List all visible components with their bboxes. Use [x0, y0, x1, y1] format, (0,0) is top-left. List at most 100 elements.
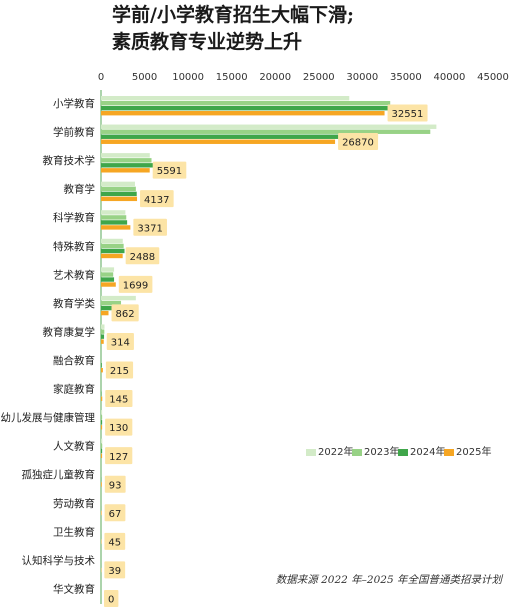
category-label: 华文教育	[53, 582, 95, 595]
data-label-融合教育: 215	[110, 366, 129, 377]
category-label: 融合教育	[53, 354, 95, 367]
category-label: 小学教育	[53, 97, 95, 110]
bar-2024年-特殊教育	[101, 248, 125, 254]
bar-2025年-幼儿发展与健康管理	[101, 425, 103, 430]
category-label: 教育学	[64, 183, 96, 196]
data-label-特殊教育: 2488	[130, 252, 155, 263]
bar-2024年-人文教育	[101, 448, 103, 454]
bar-2024年-教育康复学	[101, 334, 105, 339]
x-tick-label: 20000	[259, 72, 291, 83]
data-label-艺术教育: 1699	[123, 280, 148, 291]
data-label-box	[111, 304, 139, 322]
category-label: 教育康复学	[43, 325, 96, 338]
x-tick-label: 45000	[477, 72, 509, 83]
data-label-box	[104, 504, 126, 522]
bar-2023年-幼儿发展与健康管理	[101, 415, 103, 420]
data-label-教育学类: 862	[116, 309, 135, 320]
legend-swatch-2023年	[352, 449, 362, 456]
chart-title: 学前/小学教育招生大幅下滑; 素质教育专业逆势上升	[112, 2, 354, 56]
category-label: 教育技术学	[43, 154, 96, 167]
data-label-认知科学与技术: 39	[108, 566, 121, 577]
bar-2022年-人文教育	[101, 438, 103, 444]
bar-2025年-小学教育	[101, 111, 385, 116]
category-label: 艺术教育	[53, 268, 95, 281]
bar-2023年-特殊教育	[101, 243, 124, 249]
bar-2025年-艺术教育	[101, 282, 116, 287]
x-tick-label: 30000	[346, 72, 378, 83]
category-label: 家庭教育	[53, 383, 95, 396]
category-label: 特殊教育	[53, 240, 95, 253]
bar-2022年-教育康复学	[101, 324, 105, 329]
bar-2022年-教育学	[101, 181, 135, 187]
bars	[101, 96, 437, 573]
legend-label-2025年: 2025年	[456, 445, 491, 458]
bar-2025年-融合教育	[101, 368, 103, 373]
bar-2024年-艺术教育	[101, 277, 115, 282]
bar-2025年-学前教育	[101, 139, 336, 144]
data-label-box	[104, 475, 126, 493]
bar-2022年-教育技术学	[101, 153, 150, 158]
legend-label-2023年: 2023年	[364, 445, 399, 458]
data-label-小学教育: 32551	[392, 109, 424, 120]
data-label-幼儿发展与健康管理: 130	[109, 423, 128, 434]
chart-title-line-2: 素质教育专业逆势上升	[112, 31, 303, 53]
bar-2023年-教育康复学	[101, 329, 105, 334]
chart-title-line-1: 学前/小学教育招生大幅下滑;	[112, 4, 354, 26]
bar-2024年-孤独症儿童教育	[101, 477, 102, 482]
category-label: 劳动教育	[53, 497, 95, 510]
x-tick-label: 0	[98, 72, 104, 83]
bar-2024年-科学教育	[101, 220, 128, 225]
category-labels: 小学教育学前教育教育技术学教育学科学教育特殊教育艺术教育教育学类教育康复学融合教…	[1, 97, 96, 595]
x-axis-ticks: 0 5000 10000 15000 20000 25000 30000 35000 40000…	[98, 72, 509, 83]
legend-swatch-2025年	[444, 449, 454, 456]
bar-2023年-艺术教育	[101, 272, 114, 277]
category-label: 人文教育	[53, 440, 95, 453]
data-label-box	[105, 361, 134, 379]
legend: 2022年 2023年 2024年 2025年	[306, 445, 491, 458]
data-label-box	[104, 589, 119, 607]
bar-2022年-幼儿发展与健康管理	[101, 410, 103, 415]
data-labels: 32551 26870 5591 4137 3371 2488 1699 862 314 215 1…	[104, 104, 428, 607]
category-label: 卫生教育	[53, 525, 95, 538]
bar-2023年-教育技术学	[101, 158, 152, 163]
bar-2023年-学前教育	[101, 129, 431, 134]
bar-2025年-人文教育	[101, 453, 103, 459]
data-label-box	[152, 161, 187, 179]
category-label: 认知科学与技术	[22, 554, 96, 567]
bar-2025年-教育学类	[101, 310, 109, 316]
bar-2024年-教育技术学	[101, 163, 155, 168]
data-label-box	[105, 418, 133, 436]
x-tick-label: 25000	[303, 72, 335, 83]
bar-2023年-小学教育	[101, 101, 391, 106]
data-label-华文教育: 0	[108, 595, 114, 606]
data-label-教育康复学: 314	[111, 338, 130, 349]
legend-label-2024年: 2024年	[410, 445, 445, 458]
data-label-人文教育: 127	[109, 452, 128, 463]
bar-2022年-学前教育	[101, 124, 437, 129]
bar-2024年-教育学类	[101, 305, 116, 311]
category-label: 幼儿发展与健康管理	[1, 411, 96, 424]
x-tick-label: 10000	[172, 72, 204, 83]
data-label-box	[125, 247, 160, 265]
bar-2023年-教育学类	[101, 300, 122, 306]
data-label-box	[106, 332, 134, 350]
data-label-学前教育: 26870	[342, 138, 374, 149]
data-label-教育技术学: 5591	[157, 166, 182, 177]
data-label-box	[133, 218, 167, 236]
bar-2025年-教育技术学	[101, 168, 150, 173]
bar-2022年-艺术教育	[101, 267, 115, 272]
legend-swatch-2022年	[306, 449, 316, 456]
bar-2023年-科学教育	[101, 215, 127, 220]
legend-swatch-2024年	[398, 449, 408, 456]
legend-label-2022年: 2022年	[318, 445, 353, 458]
data-label-box	[104, 561, 126, 579]
bar-2024年-融合教育	[101, 363, 102, 368]
data-label-box	[338, 133, 379, 151]
data-label-家庭教育: 145	[109, 395, 128, 406]
data-source-note: 数据来源 2022 年–2025 年全国普通类招录计划	[275, 574, 502, 586]
bar-2025年-劳动教育	[101, 510, 102, 516]
bar-2023年-教育学	[101, 186, 136, 192]
data-label-劳动教育: 67	[109, 509, 122, 520]
bar-2025年-教育学	[101, 196, 138, 202]
